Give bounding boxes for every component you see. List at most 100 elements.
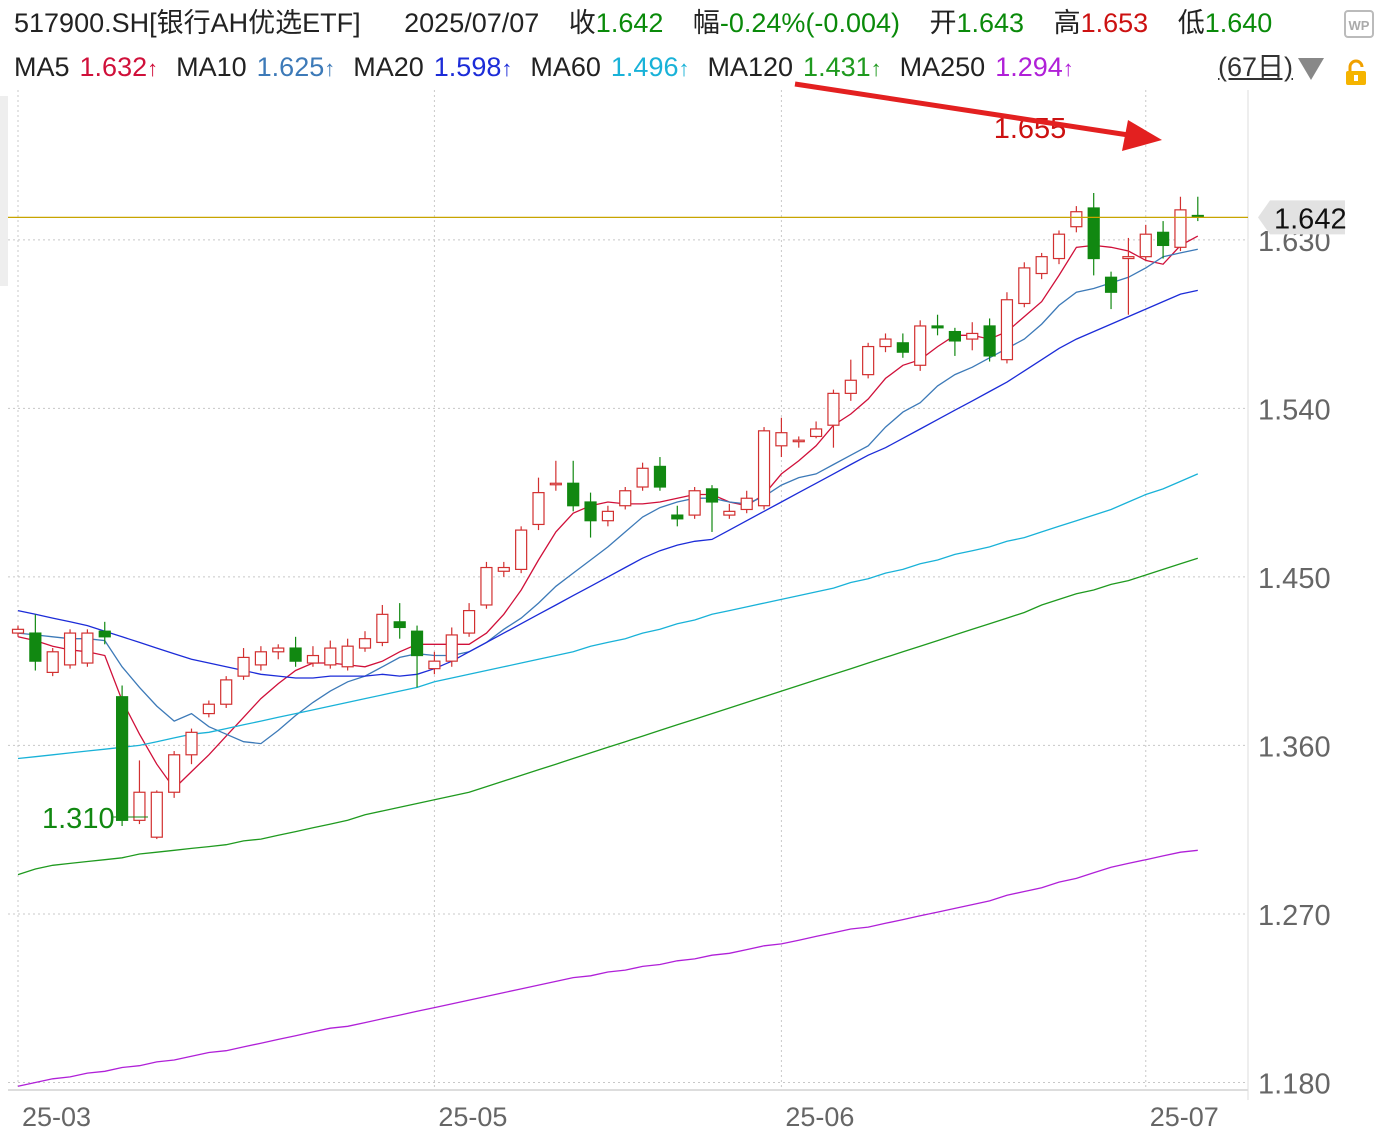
ma-legend-value: 1.632 — [79, 52, 148, 82]
candle-body — [827, 392, 840, 426]
candle-body — [636, 467, 649, 488]
candle-body — [1087, 207, 1100, 260]
ma-legend-name: MA5 — [14, 52, 70, 82]
candle-body — [1122, 256, 1135, 260]
close-value: 1.642 — [595, 8, 664, 38]
y-tick-label: 1.180 — [1258, 1069, 1331, 1101]
candle-body — [115, 696, 129, 821]
series-line-ma20 — [17, 289, 1198, 679]
candle-body — [549, 482, 562, 486]
change-value: -0.24%(-0.004) — [719, 8, 900, 38]
candle-body — [29, 632, 42, 662]
candle-body — [1000, 299, 1014, 361]
candle-body — [98, 630, 111, 638]
candle-body — [133, 791, 146, 821]
candle-body — [463, 609, 476, 634]
candle-body — [81, 632, 94, 664]
arrow-up-icon: ↑ — [324, 56, 336, 81]
series-line-ma250 — [17, 849, 1198, 1087]
candle-body — [410, 630, 424, 657]
candle-body — [983, 325, 996, 357]
low-annotation: 1.310 — [42, 803, 115, 835]
candle-body — [792, 439, 805, 443]
candle-body — [376, 613, 389, 644]
close-label: 收 — [568, 8, 596, 38]
symbol-title: 517900.SH[银行AH优选ETF] — [14, 8, 361, 38]
candle-body — [532, 492, 545, 526]
candle-body — [584, 501, 597, 522]
candle-body — [914, 325, 927, 366]
candle-body — [688, 490, 701, 516]
candle-body — [948, 330, 962, 342]
ma-legend-name: MA120 — [707, 52, 794, 82]
candle-body — [289, 647, 302, 662]
candle-body — [497, 566, 510, 572]
candle-body — [254, 651, 267, 666]
candle-body — [480, 566, 493, 606]
open-value: 1.643 — [956, 8, 1025, 38]
open-label: 开 — [929, 8, 957, 38]
candle-body — [46, 651, 59, 673]
candle-body — [358, 638, 372, 649]
lock-icon[interactable] — [1342, 58, 1370, 86]
ma-legend-value: 1.431 — [803, 52, 871, 82]
candle-body — [202, 703, 215, 715]
low-value: 1.640 — [1204, 8, 1273, 38]
low-label: 低 — [1177, 8, 1205, 38]
candle-body — [862, 345, 875, 376]
candle-body — [1018, 267, 1031, 305]
quote-header: 517900.SH[银行AH优选ETF] 2025/07/07 收1.642 幅… — [14, 6, 1272, 40]
ma-legend-name: MA250 — [899, 52, 986, 82]
candle-body — [324, 647, 337, 666]
candle-body — [515, 529, 528, 571]
left-edge-strip — [0, 96, 8, 286]
wp-icon[interactable]: WP — [1344, 10, 1374, 38]
ma-legend-name: MA10 — [176, 52, 247, 82]
chevron-down-icon[interactable] — [1298, 58, 1324, 80]
quote-date: 2025/07/07 — [404, 8, 540, 38]
candle-body — [567, 482, 580, 507]
candle-body — [220, 679, 233, 705]
arrow-up-icon: ↑ — [501, 56, 513, 81]
series-line-ma10 — [17, 248, 1198, 745]
series-line-ma60 — [17, 473, 1199, 760]
x-tick-label: 25-06 — [785, 1102, 854, 1132]
candle-body — [1104, 276, 1118, 293]
high-label: 高 — [1053, 8, 1081, 38]
arrow-up-icon: ↑ — [147, 56, 159, 81]
series-line-ma120 — [17, 557, 1199, 876]
arrow-up-icon: ↑ — [678, 56, 690, 81]
last-price-label: 1.642 — [1274, 203, 1347, 235]
candle-body — [168, 754, 181, 793]
candle-body — [809, 428, 823, 438]
candle-body — [775, 432, 788, 447]
candle-body — [1070, 211, 1083, 228]
candle-body — [185, 731, 198, 756]
ma-legend: MA5 1.632↑ MA10 1.625↑ MA20 1.598↑ MA60 1.496↑ M… — [14, 50, 1092, 86]
candle-body — [428, 660, 441, 670]
high-value: 1.653 — [1080, 8, 1149, 38]
arrow-up-icon: ↑ — [870, 56, 882, 81]
last-price-tag — [1258, 200, 1345, 235]
y-tick-label: 1.270 — [1258, 900, 1331, 932]
ma-legend-value: 1.496 — [610, 52, 679, 82]
y-tick-label: 1.360 — [1258, 731, 1331, 763]
candle-body — [1174, 209, 1187, 248]
candle-body — [705, 488, 719, 503]
candle-body — [1035, 256, 1048, 275]
candle-body — [740, 497, 753, 511]
ma-legend-value: 1.598 — [433, 52, 502, 82]
candle-body — [1052, 233, 1066, 260]
candle-body — [445, 634, 458, 662]
candle-body — [601, 510, 615, 522]
candle-body — [150, 791, 163, 838]
period-selector[interactable]: (67日) — [1218, 52, 1294, 82]
change-label: 幅 — [692, 8, 720, 38]
x-tick-label: 25-07 — [1150, 1102, 1219, 1132]
x-tick-label: 25-03 — [22, 1102, 91, 1132]
x-tick-label: 25-05 — [438, 1102, 507, 1132]
candle-body — [671, 514, 684, 520]
candle-body — [723, 510, 736, 516]
y-tick-label: 1.450 — [1258, 563, 1331, 595]
